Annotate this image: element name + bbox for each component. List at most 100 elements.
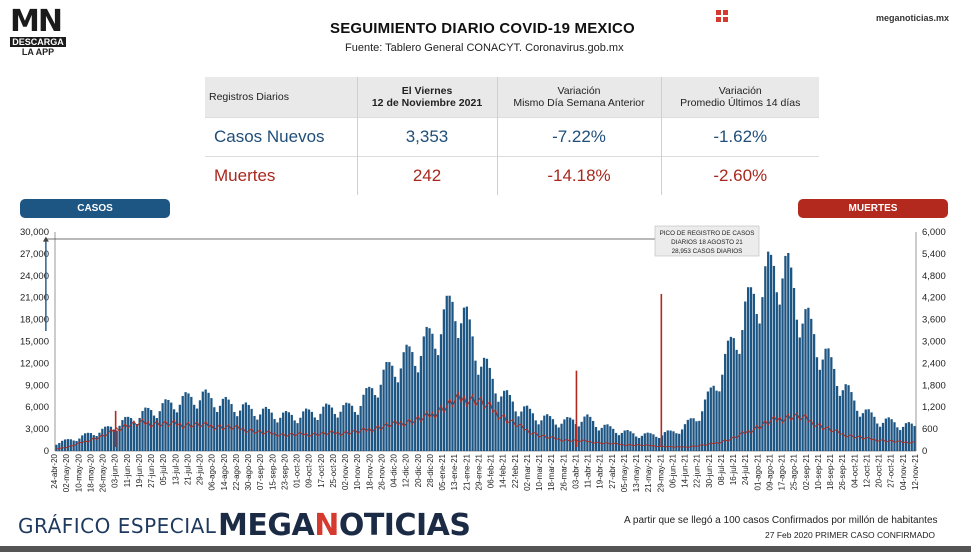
casos-value: 3,353	[357, 116, 498, 156]
casos-bar	[864, 409, 867, 451]
casos-bar	[95, 436, 98, 451]
x-tick-label: 17-oct-20	[317, 453, 326, 487]
x-tick-label: 05-ene-21	[438, 453, 447, 490]
casos-bar	[267, 409, 270, 451]
y-tick-left: 30,000	[20, 227, 49, 238]
x-tick-label: 26-mar-21	[559, 453, 568, 490]
casos-bar	[244, 402, 247, 451]
casos-bar	[853, 400, 856, 451]
casos-bar	[718, 391, 721, 451]
x-tick-label: 01-oct-20	[293, 453, 302, 487]
casos-bar	[890, 419, 893, 451]
brand-part-3: OTICIAS	[338, 508, 471, 543]
casos-bar	[534, 420, 537, 451]
y-tick-left: 24,000	[20, 271, 49, 282]
casos-bar	[307, 409, 311, 451]
casos-bar	[569, 417, 572, 451]
casos-bar	[500, 396, 503, 451]
casos-bar	[835, 386, 839, 451]
casos-bar	[878, 426, 882, 451]
casos-bar	[78, 438, 81, 451]
casos-bar	[520, 411, 523, 451]
page-subtitle: Fuente: Tablero General CONACYT. Coronav…	[345, 42, 624, 54]
grid-menu-icon[interactable]	[716, 10, 728, 22]
casos-bar	[425, 326, 428, 451]
x-tick-label: 13-may-21	[632, 453, 641, 492]
x-tick-label: 20-oct-21	[875, 453, 884, 487]
casos-bar	[531, 413, 534, 451]
casos-bar	[115, 430, 118, 451]
casos-bar	[178, 404, 181, 451]
casos-bar	[563, 419, 566, 451]
x-tick-label: 10-sep-21	[814, 453, 823, 490]
casos-bar	[706, 391, 710, 451]
casos-bar	[422, 336, 425, 451]
casos-bar	[701, 411, 704, 451]
y-tick-left: 27,000	[20, 249, 49, 260]
casos-bar	[480, 366, 483, 451]
casos-bar	[488, 367, 491, 451]
row-label-muertes: Muertes	[205, 155, 358, 195]
x-tick-label: 25-ago-21	[790, 453, 799, 490]
casos-bar	[454, 321, 457, 451]
casos-bar	[89, 433, 93, 451]
casos-bar	[680, 429, 684, 451]
x-tick-label: 24-jul-21	[741, 453, 750, 485]
x-tick-label: 07-sep-20	[256, 453, 265, 490]
casos-bar	[221, 398, 225, 451]
x-tick-label: 19-abr-21	[596, 453, 605, 488]
casos-legend-pill: CASOS	[20, 199, 170, 218]
muertes-legend-pill: MUERTES	[798, 199, 948, 218]
casos-bar	[784, 255, 787, 451]
casos-bar	[132, 422, 136, 451]
site-link[interactable]: meganoticias.mx	[876, 13, 950, 23]
casos-bar	[554, 424, 557, 451]
casos-bar	[465, 306, 468, 451]
casos-bar	[746, 287, 750, 451]
app-logo[interactable]: MN DESCARGA LA APP	[10, 7, 66, 58]
casos-bar	[844, 384, 847, 451]
x-tick-label: 05-may-21	[620, 453, 629, 492]
x-tick-label: 27-abr-21	[608, 453, 617, 488]
casos-bar	[106, 426, 110, 451]
casos-bar	[815, 357, 819, 451]
casos-bar	[448, 295, 451, 451]
annotation-text: 28,953 CASOS DIARIOS	[672, 248, 743, 255]
casos-bar	[399, 368, 402, 451]
casos-bar	[66, 439, 70, 451]
casos-bar	[55, 444, 58, 451]
x-tick-label: 18-nov-20	[365, 453, 374, 490]
casos-bar	[617, 435, 621, 451]
casos-bar	[333, 413, 336, 451]
casos-bar	[204, 389, 207, 451]
casos-bar	[810, 318, 813, 451]
x-tick-label: 06-feb-21	[487, 453, 496, 488]
y-tick-right: 3,600	[922, 315, 946, 326]
casos-bar	[907, 422, 910, 451]
casos-bar	[749, 287, 753, 451]
casos-bar	[589, 416, 592, 451]
table-row: Muertes 242 -14.18% -2.60%	[205, 155, 819, 195]
casos-bar	[632, 433, 635, 451]
casos-bar	[336, 417, 339, 451]
casos-bar	[769, 254, 773, 451]
casos-bar	[781, 278, 784, 451]
x-tick-label: 21-jul-20	[183, 453, 192, 485]
casos-bar	[411, 352, 414, 451]
casos-bar	[692, 418, 695, 451]
casos-bar	[566, 417, 569, 451]
casos-bar	[127, 416, 130, 451]
casos-bar	[393, 376, 397, 451]
casos-bar	[726, 340, 730, 451]
casos-bar	[870, 412, 873, 451]
casos-bar	[508, 394, 512, 451]
x-tick-label: 02-mar-21	[523, 453, 532, 490]
casos-bar	[594, 427, 598, 451]
x-tick-label: 13-ene-21	[450, 453, 459, 490]
casos-bar	[69, 439, 72, 451]
x-tick-label: 09-oct-20	[305, 453, 314, 487]
x-tick-label: 18-may-20	[86, 453, 95, 492]
casos-bar	[525, 405, 529, 451]
casos-bar	[408, 346, 411, 451]
casos-bar	[896, 427, 899, 451]
